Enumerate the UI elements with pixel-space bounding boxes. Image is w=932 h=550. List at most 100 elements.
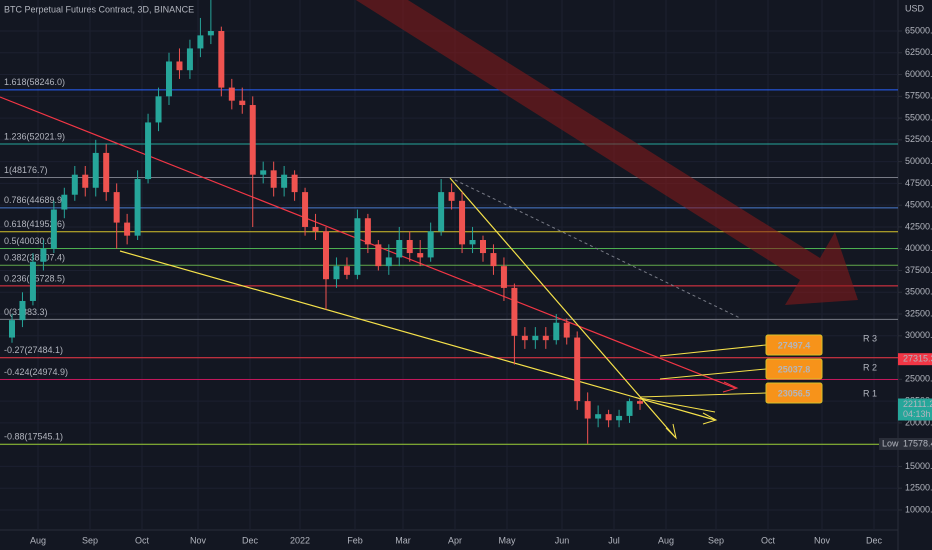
candle-body <box>595 414 602 419</box>
callout-label: 23056.5 <box>778 388 811 398</box>
y-tick-label: 40000.0 <box>905 243 932 253</box>
candle-body <box>40 248 47 262</box>
candle-body <box>323 231 329 280</box>
candle-body <box>113 192 120 223</box>
candle-body <box>427 231 434 258</box>
axis-unit: USD <box>905 3 925 13</box>
candle-body <box>343 266 350 275</box>
fib-label: 0.786(44689.9) <box>4 195 65 205</box>
low-tag <box>879 437 898 450</box>
dotted-line <box>454 179 741 319</box>
candle-body <box>270 170 277 188</box>
candle-body <box>563 322 570 338</box>
candle-body <box>490 253 497 267</box>
fib-label: 0.618(41952.6) <box>4 219 65 229</box>
x-tick-label: Aug <box>658 535 674 545</box>
x-tick-label: Sep <box>708 535 724 545</box>
y-tick-label: 60000.0 <box>905 69 932 79</box>
y-tick-label: 55000.0 <box>905 112 932 122</box>
candle-body <box>103 152 110 193</box>
callout-label: 25037.8 <box>778 364 811 374</box>
arrow-head <box>722 381 739 393</box>
price-badge <box>898 437 932 450</box>
y-tick-label: 47500.0 <box>905 178 932 188</box>
y-tick-label: 42500.0 <box>905 221 932 231</box>
candle-body <box>448 192 455 201</box>
candle-body <box>480 240 486 254</box>
y-tick-label: 12500.0 <box>905 483 932 493</box>
candle-body <box>626 401 633 416</box>
candle-body <box>532 335 539 341</box>
candle-body <box>9 320 15 338</box>
candle-body <box>616 415 623 421</box>
fib-label: -0.88(17545.1) <box>4 432 63 442</box>
big-arrow <box>355 0 858 305</box>
x-tick-label: 2022 <box>290 535 310 545</box>
candles <box>9 0 643 444</box>
x-tick-label: May <box>498 535 516 545</box>
candle-body <box>396 240 403 258</box>
x-tick-label: Jul <box>608 535 620 545</box>
fib-label: -0.424(24974.9) <box>4 367 68 377</box>
price-badge-label: 27315.3 <box>903 354 932 364</box>
fib-label: 1.618(58246.0) <box>4 77 65 87</box>
fib-label: 1.236(52021.9) <box>4 131 65 141</box>
y-tick-label: 57500.0 <box>905 91 932 101</box>
candle-body <box>312 226 319 232</box>
x-tick-label: Dec <box>866 535 883 545</box>
price-badge-label: 17578.4 <box>903 438 932 448</box>
candle-body <box>511 287 518 336</box>
candle-body <box>364 218 371 245</box>
drawings <box>0 0 858 440</box>
candle-body <box>459 200 466 245</box>
y-tick-label: 62500.0 <box>905 47 932 57</box>
candle-body <box>605 414 612 421</box>
candle-body <box>542 335 549 341</box>
fib-label: 0(31883.3) <box>4 307 48 317</box>
fib-label: 0.382(38107.4) <box>4 253 65 263</box>
candle-body <box>166 61 172 97</box>
candle-body <box>134 179 141 236</box>
candle-body <box>249 105 256 175</box>
callout-line <box>659 368 767 380</box>
y-tick-label: 45000.0 <box>905 200 932 210</box>
y-tick-label: 37500.0 <box>905 265 932 275</box>
price-badge <box>898 398 932 421</box>
y-tick-label: 30000.0 <box>905 330 932 340</box>
callout-line <box>659 344 767 357</box>
y-tick-label: 50000.0 <box>905 156 932 166</box>
candle-body <box>155 96 162 123</box>
resistance-label: R 1 <box>863 388 877 398</box>
resistance-label: R 2 <box>863 362 877 372</box>
callout-label: 27497.4 <box>778 340 811 350</box>
candle-body <box>375 244 382 267</box>
chart-title: BTC Perpetual Futures Contract, 3D, BINA… <box>4 4 194 14</box>
price-badge <box>898 353 932 366</box>
candle-body <box>218 31 225 88</box>
fib-label: 1(48176.7) <box>4 165 48 175</box>
candle-body <box>228 87 235 101</box>
candle-body <box>333 266 340 280</box>
candle-body <box>500 266 507 288</box>
x-tick-label: Feb <box>347 535 363 545</box>
candle-body <box>19 300 26 321</box>
x-tick-label: Oct <box>761 535 776 545</box>
candle-body <box>438 192 445 232</box>
callout-box <box>765 382 823 404</box>
candle-body <box>145 122 152 180</box>
trend-line <box>449 177 676 438</box>
x-tick-label: Nov <box>190 535 207 545</box>
x-tick-label: Mar <box>395 535 411 545</box>
candle-body <box>61 194 68 210</box>
candle-body <box>406 240 413 254</box>
y-tick-label: 25000.0 <box>905 374 932 384</box>
candle-body <box>124 222 131 236</box>
y-tick-label: 20000.0 <box>905 417 932 427</box>
candle-body <box>302 192 309 227</box>
trend-line <box>639 397 716 413</box>
candle-body <box>291 174 298 193</box>
x-tick-label: Dec <box>242 535 259 545</box>
candle-body <box>239 100 246 106</box>
candle-body <box>574 337 581 402</box>
x-tick-label: Sep <box>82 535 98 545</box>
